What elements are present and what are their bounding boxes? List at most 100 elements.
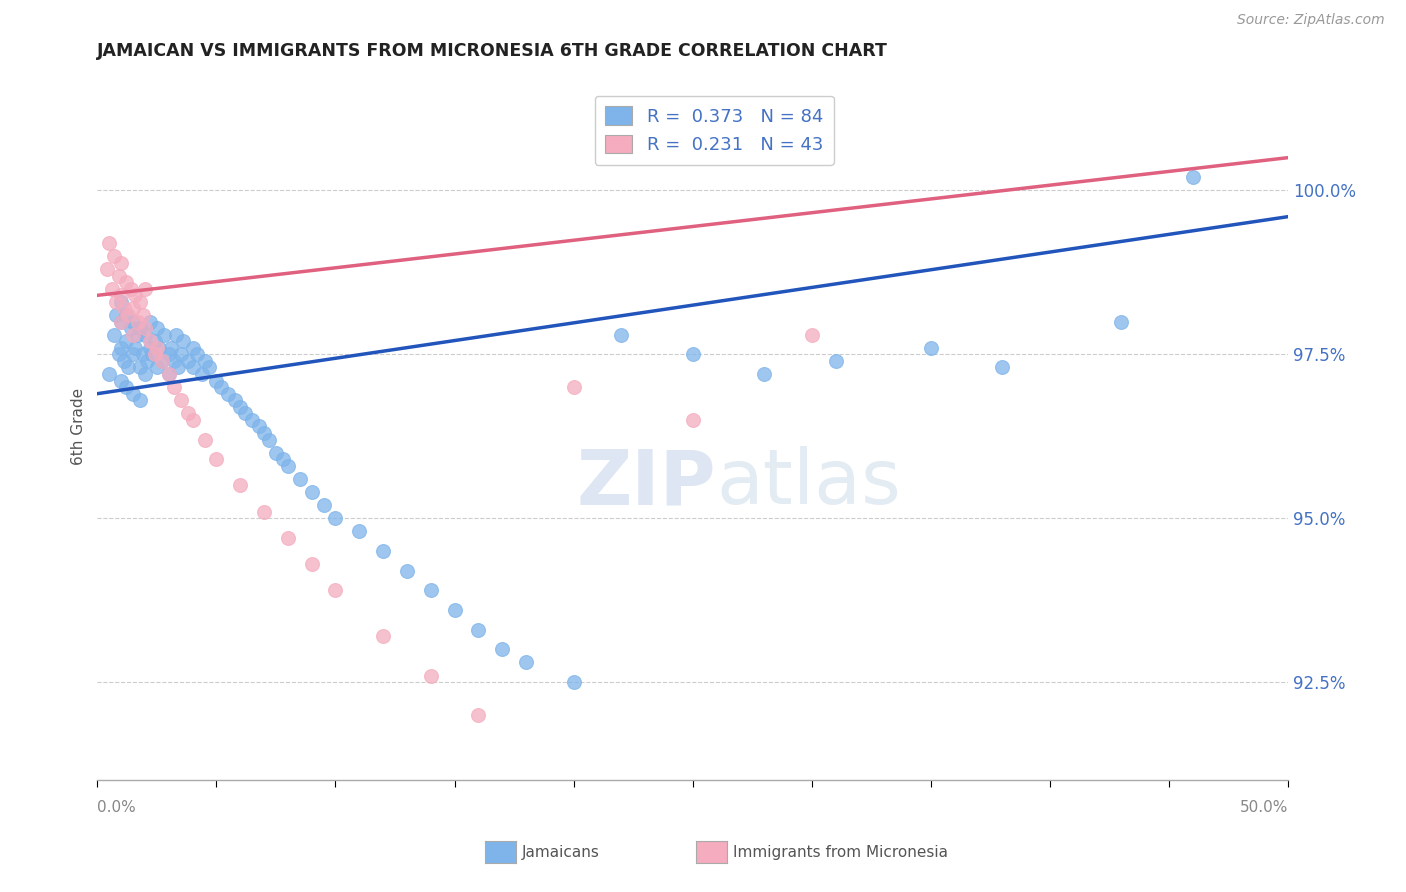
Point [229,400,252,414]
Point [181,413,204,427]
Point [301,485,323,500]
Point [253,425,276,440]
Point [824,354,846,368]
Point [177,354,200,368]
Text: Immigrants from Micronesia: Immigrants from Micronesia [733,846,948,860]
Point [139,341,162,355]
Point [98,235,121,250]
Point [110,374,132,388]
Point [371,544,394,558]
Point [100,282,122,296]
Point [103,249,125,263]
Point [193,433,215,447]
Point [153,327,176,342]
Point [162,380,184,394]
Point [129,393,152,408]
Point [157,347,180,361]
Text: JAMAICAN VS IMMIGRANTS FROM MICRONESIA 6TH GRADE CORRELATION CHART: JAMAICAN VS IMMIGRANTS FROM MICRONESIA 6… [97,42,889,60]
Point [491,642,513,657]
Point [120,321,142,335]
Point [150,354,173,368]
Point [325,583,347,598]
Point [115,275,138,289]
Point [1111,314,1133,328]
Point [205,452,228,467]
Point [143,347,166,361]
Point [122,301,145,316]
Point [277,458,299,473]
Point [157,367,180,381]
Text: ZIP: ZIP [576,446,717,520]
Point [129,321,152,335]
Point [107,347,129,361]
Point [134,367,156,381]
Point [224,393,246,408]
Point [419,668,441,682]
Point [682,413,704,427]
Point [172,334,194,349]
Point [160,341,183,355]
Point [247,419,270,434]
Point [96,262,118,277]
Point [233,406,256,420]
Point [146,321,169,335]
Point [134,282,156,296]
Point [181,341,204,355]
Point [752,367,775,381]
Point [191,367,214,381]
Point [141,347,163,361]
Point [170,393,193,408]
Point [148,341,170,355]
Point [105,294,128,309]
Point [117,308,139,322]
Point [229,478,252,492]
Point [562,380,585,394]
Point [562,675,585,690]
Point [122,327,145,342]
Point [209,380,232,394]
Point [800,327,823,342]
Point [395,564,418,578]
Point [146,341,169,355]
Point [146,360,169,375]
Point [120,282,142,296]
Point [115,380,138,394]
Text: 50.0%: 50.0% [1240,800,1288,815]
Point [112,301,135,316]
Point [253,505,276,519]
Point [110,255,132,269]
Point [110,288,132,302]
Point [443,603,465,617]
Point [105,308,128,322]
Point [198,360,221,375]
Point [129,294,152,309]
Point [682,347,704,361]
Point [131,347,153,361]
Point [257,433,280,447]
Point [181,360,204,375]
Point [325,511,347,525]
Point [103,327,125,342]
Point [288,472,311,486]
Point [124,341,146,355]
Point [127,314,149,328]
Text: 0.0%: 0.0% [97,800,136,815]
Point [240,413,263,427]
Point [115,334,138,349]
Point [312,498,335,512]
Point [186,347,208,361]
Point [110,341,132,355]
Point [136,354,159,368]
Point [277,531,299,545]
Point [165,327,187,342]
Point [264,445,287,459]
Point [110,314,132,328]
Point [610,327,633,342]
Point [177,406,200,420]
Point [112,354,135,368]
Point [110,294,132,309]
Point [150,354,173,368]
Point [134,327,156,342]
Point [129,360,152,375]
Point [122,386,145,401]
